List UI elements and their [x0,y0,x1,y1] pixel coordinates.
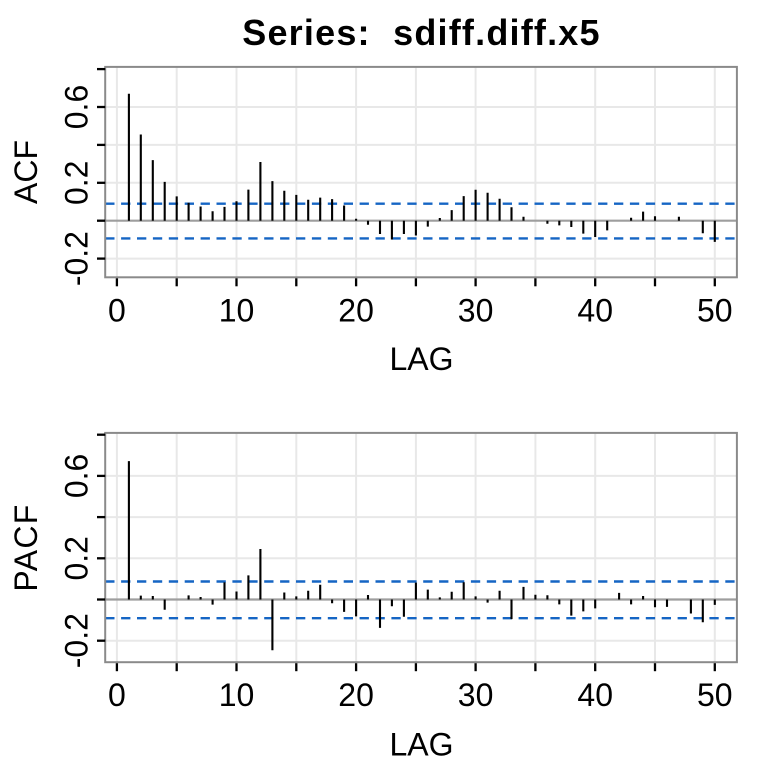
svg-text:50: 50 [697,292,733,328]
svg-text:LAG: LAG [389,341,453,377]
svg-text:PACF: PACF [8,503,44,591]
svg-text:40: 40 [577,292,613,328]
svg-text:20: 20 [338,677,374,713]
svg-text:30: 30 [458,292,494,328]
svg-text:50: 50 [697,677,733,713]
svg-text:ACF: ACF [8,140,44,204]
svg-text:0.6: 0.6 [58,454,94,498]
svg-text:0: 0 [108,292,126,328]
svg-text:10: 10 [219,292,255,328]
svg-text:0: 0 [108,677,126,713]
svg-text:Series: sdiff.diff.x5: Series: sdiff.diff.x5 [242,12,601,53]
svg-text:0.6: 0.6 [58,85,94,129]
svg-text:40: 40 [577,677,613,713]
svg-text:-0.2: -0.2 [58,613,94,668]
svg-text:0.2: 0.2 [58,536,94,580]
svg-text:30: 30 [458,677,494,713]
svg-text:10: 10 [219,677,255,713]
svg-text:-0.2: -0.2 [58,231,94,286]
svg-text:LAG: LAG [389,726,453,762]
svg-text:20: 20 [338,292,374,328]
svg-text:0.2: 0.2 [58,161,94,205]
